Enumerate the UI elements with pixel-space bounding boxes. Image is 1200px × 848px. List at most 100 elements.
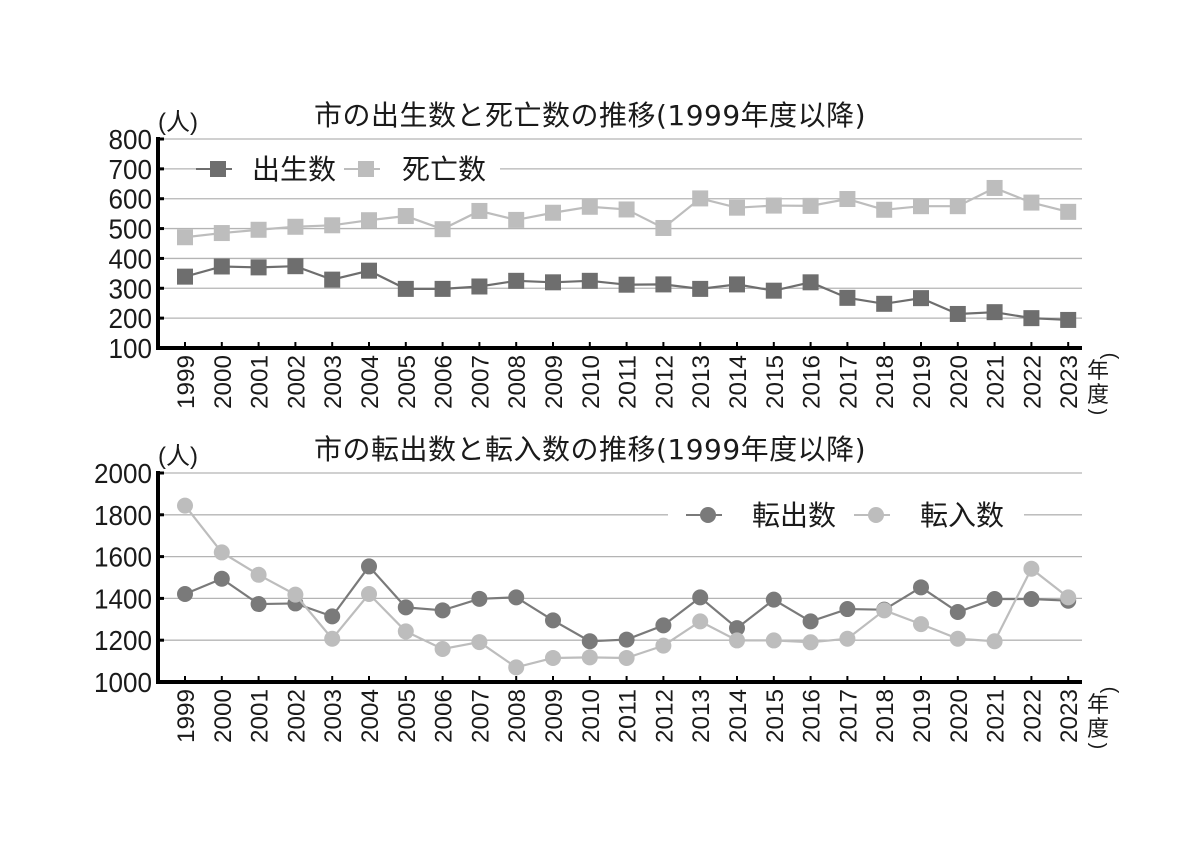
data-point-marker	[949, 305, 966, 322]
data-point-marker	[839, 630, 856, 647]
x-tick-label: 2015	[762, 355, 789, 409]
x-unit-label: (年度)	[1087, 687, 1121, 750]
data-point-marker	[545, 274, 561, 291]
data-point-marker	[287, 218, 304, 235]
data-point-marker	[471, 590, 488, 607]
data-point-marker	[986, 179, 1003, 196]
data-point-marker	[471, 278, 488, 295]
x-tick-label: 2014	[725, 355, 752, 409]
legend: 転出数 転入数	[668, 499, 1024, 531]
data-point-marker	[434, 280, 451, 297]
x-tick-label: 2004	[357, 355, 384, 409]
y-tick-label: 200	[109, 303, 153, 334]
data-point-marker	[729, 620, 745, 637]
data-point-marker	[250, 566, 267, 583]
x-unit-label: (年度)	[1087, 353, 1121, 416]
legend-circle-icon	[868, 507, 884, 523]
data-point-marker	[508, 272, 525, 289]
svg-text:): )	[1087, 409, 1109, 416]
data-point-marker	[876, 295, 893, 312]
x-tick-label: 2003	[320, 355, 347, 409]
data-point-marker	[581, 633, 598, 650]
data-point-marker	[913, 290, 929, 307]
y-tick-label: 100	[109, 333, 153, 364]
data-point-marker	[581, 272, 598, 289]
data-point-marker	[508, 211, 525, 228]
data-point-marker	[324, 608, 341, 625]
gridlines	[158, 472, 1082, 641]
x-tick-label: 2012	[651, 355, 678, 409]
data-point-marker	[949, 630, 966, 647]
x-tick-label: 2017	[835, 355, 862, 409]
y-tick-label: 400	[109, 243, 153, 274]
data-point-marker	[250, 221, 267, 238]
data-point-marker	[397, 208, 414, 225]
x-tick-label: 2021	[983, 689, 1010, 743]
data-point-marker	[802, 613, 819, 630]
data-point-marker	[250, 259, 267, 276]
x-tick-label: 2003	[320, 689, 347, 743]
legend-item-2: 転入数	[854, 500, 1004, 531]
x-tick-label: 2001	[247, 355, 274, 409]
data-point-marker	[324, 217, 341, 234]
data-point-marker	[361, 212, 377, 229]
x-tick-label: 2001	[247, 689, 274, 743]
x-tick-label: 2008	[504, 689, 531, 743]
series-2	[177, 179, 1077, 246]
data-point-marker	[1023, 194, 1040, 211]
x-tick-label: 2016	[799, 355, 826, 409]
x-tick-label: 1999	[173, 689, 200, 743]
y-tick-label: 700	[109, 154, 153, 185]
y-tick-label: 2000	[94, 458, 152, 489]
data-point-marker	[802, 274, 819, 291]
svg-text:年: 年	[1087, 358, 1109, 383]
data-point-marker	[361, 586, 377, 603]
data-point-marker	[177, 229, 193, 246]
data-point-marker	[949, 603, 966, 620]
x-tick-label: 2012	[651, 689, 678, 743]
x-tick-label: 2007	[467, 355, 494, 409]
data-point-marker	[434, 221, 451, 238]
x-tick-label: 2019	[909, 355, 936, 409]
x-tick-label: 2013	[688, 355, 715, 409]
data-point-marker	[581, 198, 598, 215]
svg-text:): )	[1087, 743, 1109, 750]
x-tick-label: 2011	[615, 355, 642, 409]
x-tick-label: 2020	[946, 355, 973, 409]
x-tick-label: 2005	[394, 689, 421, 743]
x-tick-label: 2021	[983, 355, 1010, 409]
data-point-marker	[397, 599, 414, 616]
data-point-marker	[471, 202, 488, 219]
y-axis: 1000 1200 1400 1600 1800 2000(人)	[94, 443, 198, 698]
x-tick-label: 2005	[394, 355, 421, 409]
svg-text:転出数: 転出数	[752, 500, 836, 531]
data-point-marker	[765, 282, 782, 299]
svg-text:(: (	[1099, 353, 1121, 360]
y-tick-label: 1800	[94, 500, 152, 531]
x-tick-label: 2002	[283, 355, 310, 409]
legend-square-icon	[358, 161, 374, 177]
x-tick-label: 2015	[762, 689, 789, 743]
data-point-marker	[361, 558, 377, 575]
svg-text:度: 度	[1087, 716, 1109, 741]
data-point-marker	[287, 586, 304, 603]
data-point-marker	[1060, 589, 1077, 606]
x-tick-label: 2020	[946, 689, 973, 743]
x-tick-label: 1999	[173, 355, 200, 409]
data-point-marker	[1060, 203, 1077, 220]
svg-text:(: (	[1099, 687, 1121, 694]
data-point-marker	[729, 199, 745, 216]
svg-text:度: 度	[1087, 382, 1109, 407]
data-point-marker	[729, 276, 745, 293]
data-point-marker	[986, 633, 1003, 650]
data-point-marker	[839, 191, 856, 208]
data-point-marker	[765, 632, 782, 649]
data-point-marker	[471, 634, 488, 651]
x-tick-label: 2008	[504, 355, 531, 409]
data-point-marker	[839, 289, 856, 306]
x-tick-label: 2018	[872, 689, 899, 743]
data-point-marker	[1023, 591, 1040, 608]
data-point-marker	[177, 268, 193, 285]
data-point-marker	[949, 198, 966, 215]
